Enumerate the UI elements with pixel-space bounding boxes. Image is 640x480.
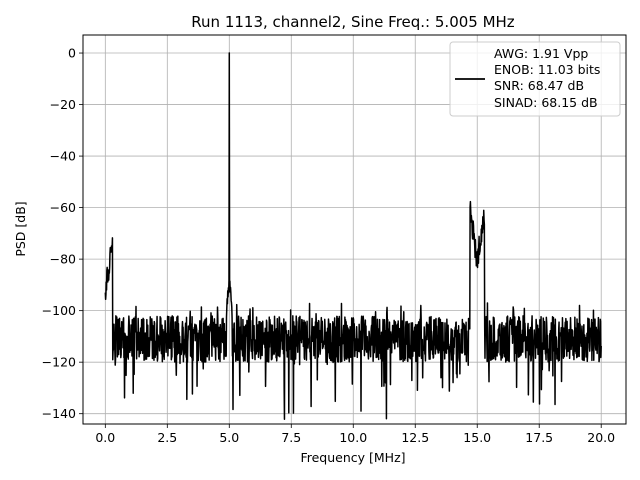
y-tick-label: −40 (50, 149, 76, 164)
legend-entry-sinad: SINAD: 68.15 dB (494, 95, 598, 110)
legend: AWG: 1.91 Vpp ENOB: 11.03 bits SNR: 68.4… (449, 41, 621, 117)
data-series (104, 52, 602, 420)
chart-title: Run 1113, channel2, Sine Freq.: 5.005 MH… (191, 13, 515, 31)
y-tick-label: −80 (50, 252, 76, 267)
y-tick-label: −100 (42, 303, 76, 318)
legend-box (449, 41, 621, 117)
legend-entry-awg: AWG: 1.91 Vpp (494, 46, 588, 61)
axis-ticks: 0.0 2.5 5.0 7.5 10.0 12.5 15.0 17.5 20.0 0 −20 −40 −… (42, 46, 616, 445)
y-tick-label: 0 (68, 46, 76, 61)
x-tick-label: 5.0 (219, 430, 239, 445)
y-tick-label: −120 (42, 355, 76, 370)
legend-entry-enob: ENOB: 11.03 bits (494, 62, 600, 77)
x-tick-label: 20.0 (587, 430, 615, 445)
x-tick-label: 2.5 (157, 430, 177, 445)
x-tick-label: 0.0 (95, 430, 115, 445)
x-tick-label: 7.5 (281, 430, 301, 445)
grid-lines (83, 35, 626, 424)
x-tick-label: 15.0 (463, 430, 491, 445)
x-tick-label: 12.5 (401, 430, 429, 445)
plot-frame (82, 34, 627, 425)
psd-line (104, 52, 602, 420)
y-tick-label: −60 (50, 200, 76, 215)
y-tick-label: −140 (42, 406, 76, 421)
y-axis-label: PSD [dB] (13, 201, 28, 256)
x-axis-label: Frequency [MHz] (300, 450, 405, 465)
x-tick-label: 10.0 (339, 430, 367, 445)
y-tick-label: −20 (50, 97, 76, 112)
x-tick-label: 17.5 (525, 430, 553, 445)
legend-entry-snr: SNR: 68.47 dB (494, 78, 584, 93)
